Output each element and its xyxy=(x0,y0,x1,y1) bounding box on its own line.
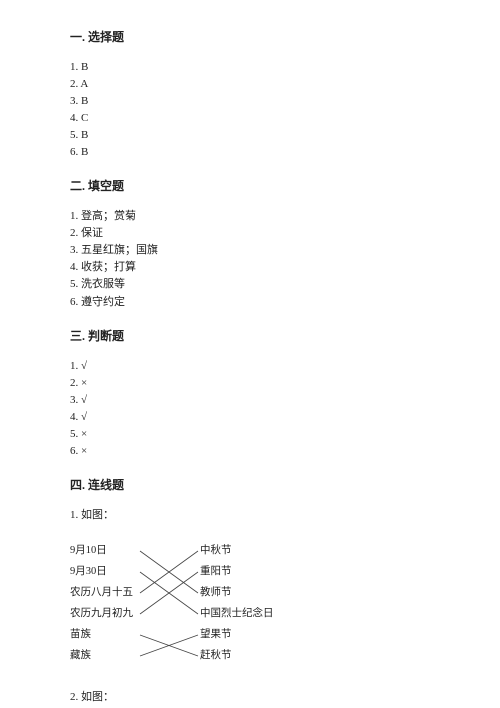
section-3-list: 1. √ 2. × 3. √ 4. √ 5. × 6. × xyxy=(70,358,450,460)
list-item: 1. 登高；赏菊 xyxy=(70,208,450,225)
list-item: 3. 五星红旗；国旗 xyxy=(70,242,450,259)
section-1-list: 1. B 2. A 3. B 4. C 5. B 6. B xyxy=(70,59,450,161)
list-item: 2. A xyxy=(70,76,450,93)
intro-text: 1. 如图： xyxy=(70,507,450,524)
match-left-item: 9月10日 xyxy=(70,540,170,561)
list-item: 6. × xyxy=(70,443,450,460)
section-2-list: 1. 登高；赏菊 2. 保证 3. 五星红旗；国旗 4. 收获；打算 5. 洗衣… xyxy=(70,208,450,310)
list-item: 5. 洗衣服等 xyxy=(70,276,450,293)
section-1-heading: 一. 选择题 xyxy=(70,28,450,45)
section-2-heading: 二. 填空题 xyxy=(70,177,450,194)
list-item: 1. B xyxy=(70,59,450,76)
match-right-item: 望果节 xyxy=(200,624,300,645)
list-item: 2. 保证 xyxy=(70,225,450,242)
page: 一. 选择题 1. B 2. A 3. B 4. C 5. B 6. B 二. … xyxy=(0,0,500,708)
match-right-item: 重阳节 xyxy=(200,561,300,582)
match-left-item: 藏族 xyxy=(70,645,170,666)
section-3-heading: 三. 判断题 xyxy=(70,327,450,344)
match-left-item: 苗族 xyxy=(70,624,170,645)
match-left-column: 9月10日 9月30日 农历八月十五 农历九月初九 苗族 藏族 xyxy=(70,540,170,666)
list-item: 5. × xyxy=(70,426,450,443)
matching-diagram: 9月10日 9月30日 农历八月十五 农历九月初九 苗族 藏族 中秋节 重阳节 … xyxy=(70,540,290,670)
list-item: 3. √ xyxy=(70,392,450,409)
section-4-outro: 2. 如图： xyxy=(70,688,450,704)
list-item: 3. B xyxy=(70,93,450,110)
section-4-intro: 1. 如图： xyxy=(70,507,450,524)
list-item: 1. √ xyxy=(70,358,450,375)
match-right-item: 中国烈士纪念日 xyxy=(200,603,300,624)
match-left-item: 农历九月初九 xyxy=(70,603,170,624)
match-right-item: 赶秋节 xyxy=(200,645,300,666)
list-item: 2. × xyxy=(70,375,450,392)
list-item: 6. B xyxy=(70,144,450,161)
list-item: 4. 收获；打算 xyxy=(70,259,450,276)
match-right-item: 教师节 xyxy=(200,582,300,603)
list-item: 4. C xyxy=(70,110,450,127)
section-4-heading: 四. 连线题 xyxy=(70,476,450,493)
match-right-column: 中秋节 重阳节 教师节 中国烈士纪念日 望果节 赶秋节 xyxy=(200,540,300,666)
list-item: 4. √ xyxy=(70,409,450,426)
match-left-item: 农历八月十五 xyxy=(70,582,170,603)
list-item: 5. B xyxy=(70,127,450,144)
list-item: 6. 遵守约定 xyxy=(70,294,450,311)
match-right-item: 中秋节 xyxy=(200,540,300,561)
match-left-item: 9月30日 xyxy=(70,561,170,582)
